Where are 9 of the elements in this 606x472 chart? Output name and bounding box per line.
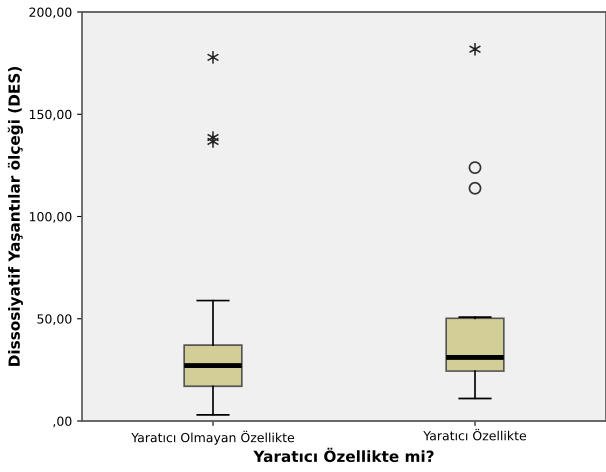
x-axis-title: Yaratıcı Özellikte mi?: [253, 448, 434, 462]
x-tick-label: Yaratıcı Olmayan Özellikte: [131, 430, 294, 445]
y-axis-title: Dissosiyatif Yaşantılar ölçeği (DES): [8, 66, 23, 366]
x-tick-label: Yaratıcı Özellikte: [423, 428, 526, 440]
y-tick-label: 150,00: [30, 110, 72, 120]
y-tick-label: 100,00: [30, 212, 72, 223]
y-tick-label: ,00: [53, 416, 72, 428]
y-tick-label: 200,00: [29, 7, 72, 18]
y-tick-label: 50,00: [37, 314, 72, 325]
